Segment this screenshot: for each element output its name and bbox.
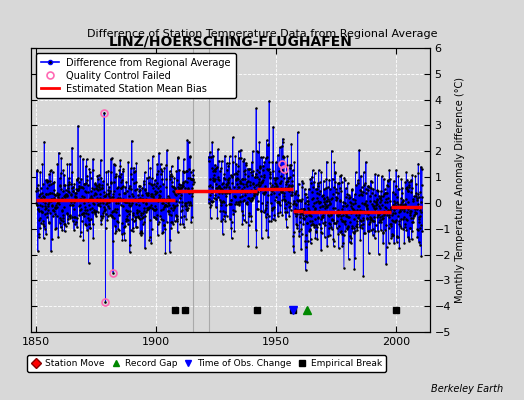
Legend: Station Move, Record Gap, Time of Obs. Change, Empirical Break: Station Move, Record Gap, Time of Obs. C… [27,355,386,372]
Text: Berkeley Earth: Berkeley Earth [431,384,503,394]
Title: LINZ/HOERSCHING-FLUGHAFEN: LINZ/HOERSCHING-FLUGHAFEN [108,34,353,48]
Y-axis label: Monthly Temperature Anomaly Difference (°C): Monthly Temperature Anomaly Difference (… [455,77,465,303]
Text: Difference of Station Temperature Data from Regional Average: Difference of Station Temperature Data f… [87,29,437,39]
